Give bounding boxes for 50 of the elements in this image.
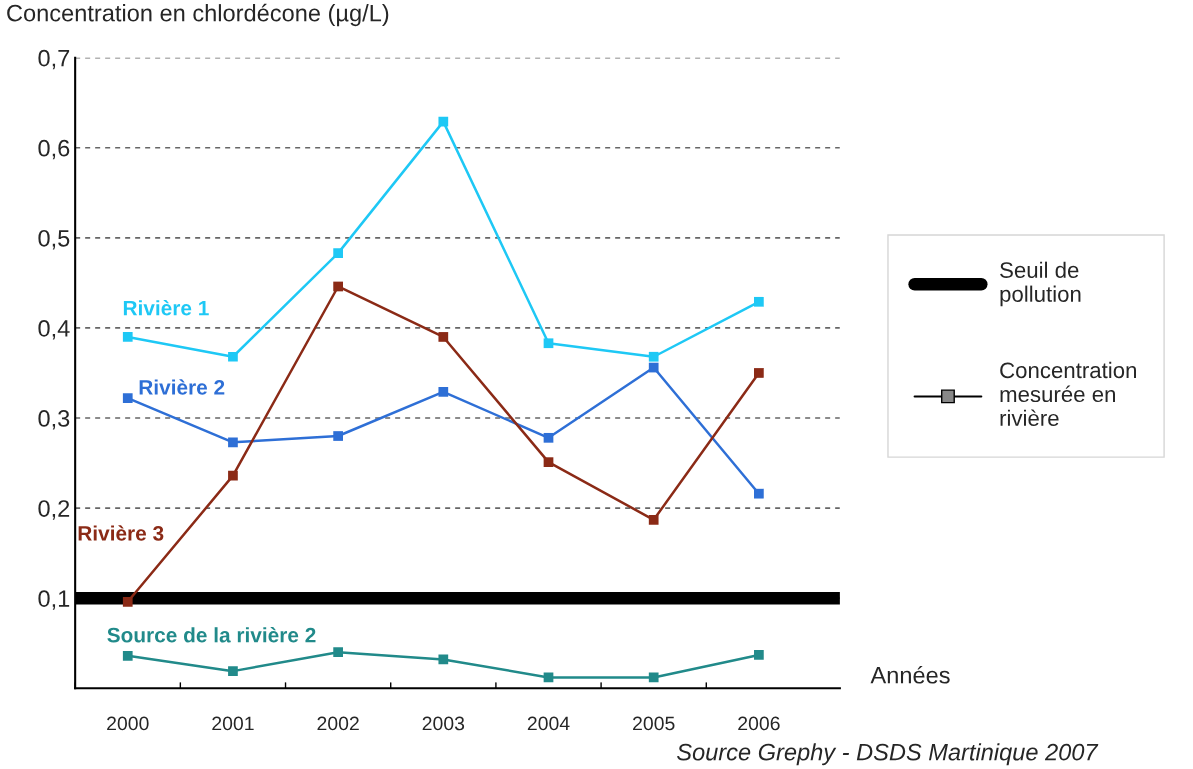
point bbox=[333, 431, 343, 441]
series-label: Rivière 2 bbox=[139, 379, 225, 395]
series-label: Source de la rivière 2 bbox=[107, 627, 316, 643]
x-axis-title: Années bbox=[870, 665, 950, 684]
series-label: Rivière 1 bbox=[123, 300, 209, 316]
point bbox=[438, 654, 449, 665]
point bbox=[122, 650, 133, 661]
point bbox=[754, 368, 764, 378]
point bbox=[122, 332, 133, 342]
point bbox=[333, 281, 343, 292]
y-tick-label: 0,5 bbox=[38, 229, 70, 250]
point bbox=[228, 351, 238, 362]
point bbox=[438, 116, 449, 127]
source-note: Source Grephy - DSDS Martinique 2007 bbox=[676, 743, 1099, 766]
point bbox=[228, 437, 238, 448]
series-label: Rivière 3 bbox=[78, 525, 164, 541]
y-tick-label: 0,6 bbox=[38, 139, 70, 160]
point bbox=[543, 432, 554, 443]
text: Concentration mesurée en rivière bbox=[1000, 361, 1136, 427]
point bbox=[648, 672, 659, 683]
point bbox=[438, 332, 449, 342]
legend-label: Seuil de pollution bbox=[1000, 261, 1081, 307]
x-tick-label: 2003 bbox=[422, 716, 465, 731]
point bbox=[333, 248, 343, 259]
y-tick-label: 0,7 bbox=[38, 49, 70, 70]
point bbox=[438, 387, 449, 397]
point bbox=[754, 650, 764, 660]
point bbox=[122, 596, 133, 607]
point bbox=[754, 296, 764, 307]
point bbox=[333, 647, 343, 658]
y-tick-label: 0,3 bbox=[38, 410, 70, 430]
point bbox=[648, 514, 659, 525]
point bbox=[648, 362, 659, 373]
x-tick-label: 2006 bbox=[738, 716, 780, 731]
y-tick-label: 0,2 bbox=[38, 500, 70, 520]
point bbox=[648, 351, 659, 362]
y-axis-title: Concentration en chlordécone (µg/L) bbox=[7, 3, 389, 27]
point bbox=[228, 666, 238, 676]
y-tick-label: 0,1 bbox=[38, 590, 70, 610]
x-tick-label: 2001 bbox=[212, 716, 254, 731]
point bbox=[754, 488, 764, 499]
x-tick-label: 2005 bbox=[633, 716, 675, 731]
x-tick-label: 2004 bbox=[527, 716, 570, 731]
point bbox=[543, 338, 554, 349]
point bbox=[228, 470, 238, 481]
point bbox=[122, 393, 133, 404]
point bbox=[543, 457, 554, 468]
x-tick-label: 2002 bbox=[317, 716, 359, 731]
x-tick-label: 2000 bbox=[107, 716, 149, 731]
y-tick-label: 0,4 bbox=[38, 319, 70, 340]
